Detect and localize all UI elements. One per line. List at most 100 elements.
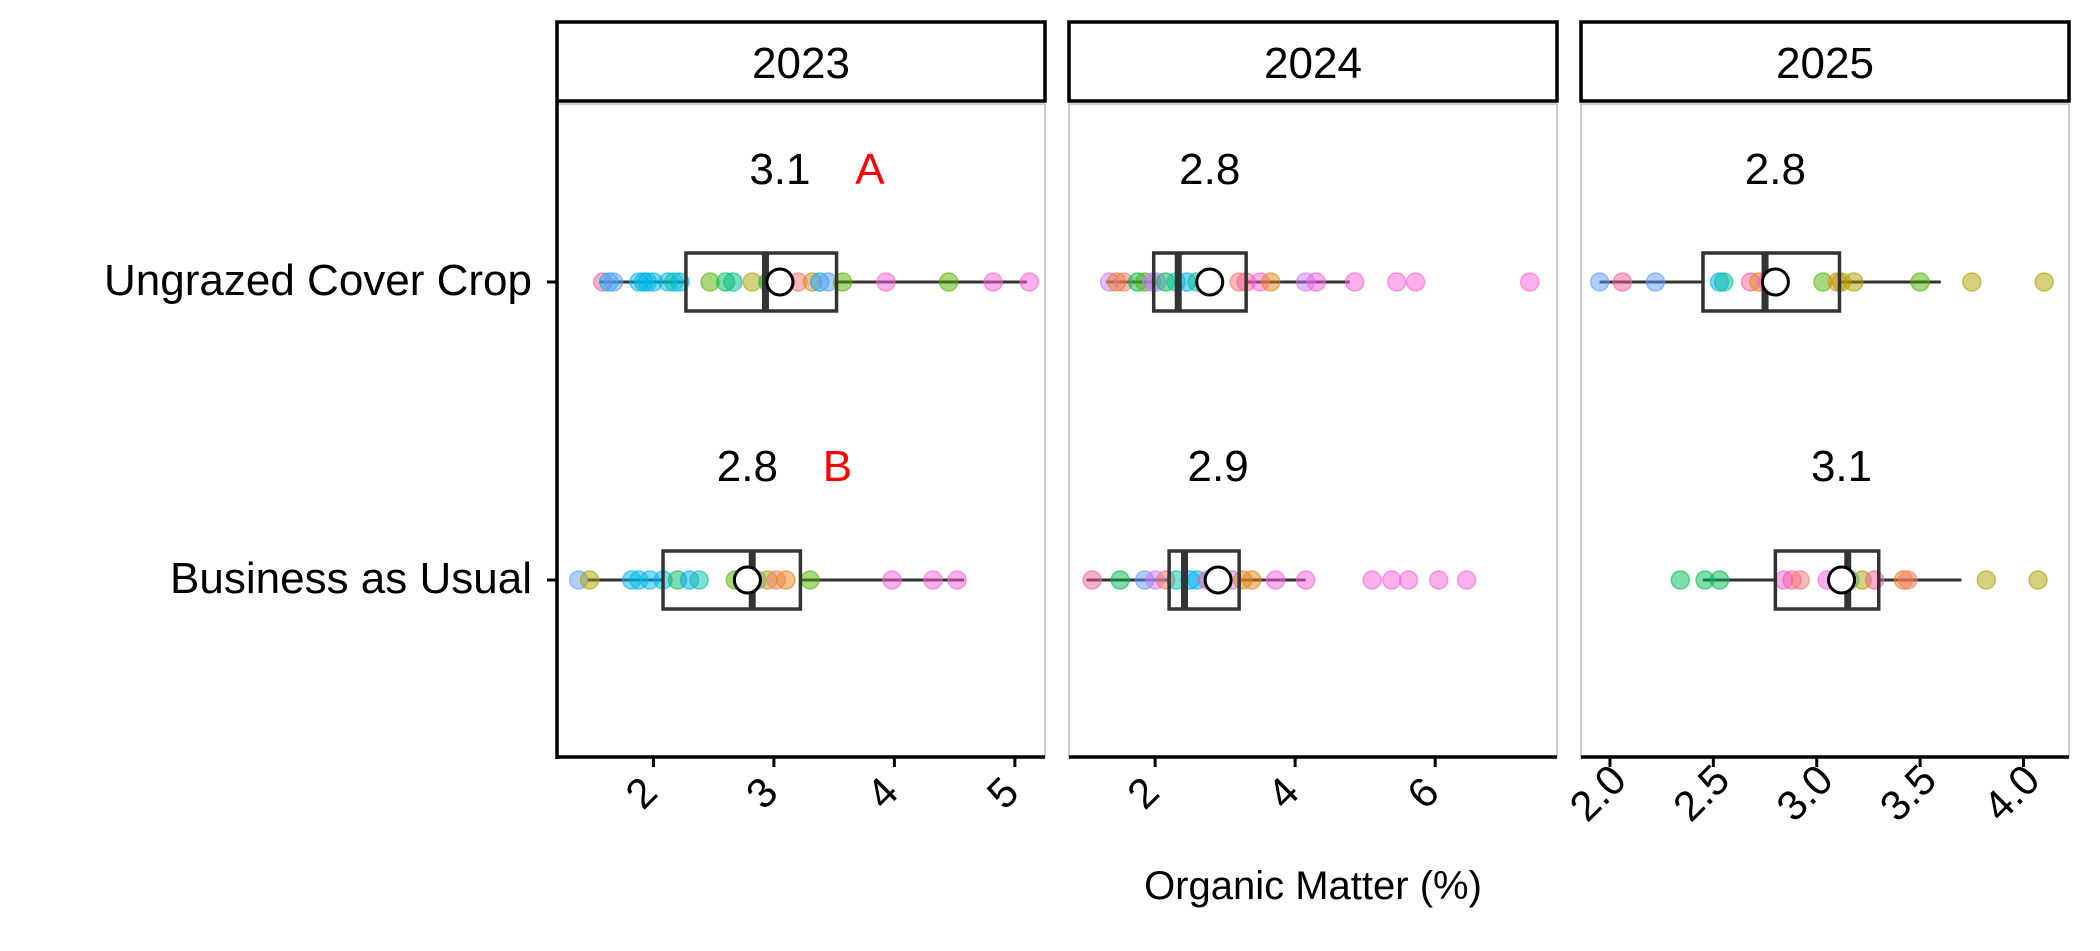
data-point [689, 570, 709, 590]
mean-label: 2.9 [1188, 442, 1249, 491]
mean-marker [1827, 565, 1857, 595]
facet-panels: 2023 2 3 4 5 3.1 A 2.8 B 2024 2 4 6 2.8 2.9 2025 2.0 2.5 3… [547, 20, 2071, 830]
data-point [2034, 272, 2054, 292]
data-point [1265, 570, 1286, 590]
data-point [882, 570, 902, 590]
x-tick-label: 4 [1258, 768, 1308, 818]
mean-label: 3.1 [1811, 442, 1872, 491]
data-point [603, 272, 624, 292]
data-point [1405, 272, 1426, 292]
data-point [938, 272, 959, 292]
group-ungrazed-cover-crop: 2.8 [1589, 145, 2054, 313]
data-point [1295, 570, 1316, 590]
x-tick-label: 2.0 [1560, 755, 1635, 830]
box [1167, 549, 1241, 611]
data-point [983, 272, 1003, 292]
data-point [776, 570, 796, 590]
data-point [1456, 570, 1477, 590]
facet-strip-label: 2024 [1264, 39, 1362, 88]
data-point [1306, 272, 1326, 292]
data-point [1612, 272, 1633, 292]
data-point [1344, 272, 1365, 292]
box [661, 549, 803, 611]
box [1701, 251, 1842, 313]
x-tick-label: 6 [1398, 768, 1448, 818]
x-tick-label: 3.0 [1767, 755, 1842, 830]
data-point [1519, 272, 1540, 292]
data-point [1976, 570, 1997, 590]
box [684, 251, 839, 313]
data-point [1019, 272, 1040, 292]
data-point [1382, 570, 1402, 590]
data-point [1386, 272, 1407, 292]
panel-background [1580, 103, 2070, 758]
x-tick-label: 3 [737, 768, 787, 818]
mean-label: 3.1 [749, 145, 810, 194]
facet-strip-label: 2025 [1776, 39, 1874, 88]
data-point [1709, 570, 1730, 590]
data-point [923, 570, 943, 590]
x-tick-label: 2 [1118, 768, 1168, 818]
panel-2023: 2023 2 3 4 5 3.1 A 2.8 B [547, 20, 1047, 818]
facet-strip-label: 2023 [752, 39, 850, 88]
group-ungrazed-cover-crop: 3.1 A [593, 145, 1040, 313]
x-tick-label: 4 [857, 768, 907, 818]
x-tick-label: 5 [978, 768, 1028, 818]
data-point [2028, 570, 2048, 590]
data-point [579, 570, 600, 590]
data-point [1962, 272, 1982, 292]
data-point [1645, 272, 1666, 292]
mean-label: 2.8 [717, 442, 778, 491]
data-point [1790, 570, 1810, 590]
group-ungrazed-cover-crop: 2.8 [1099, 145, 1540, 313]
mean-label: 2.8 [1745, 145, 1806, 194]
data-point [1362, 570, 1382, 590]
data-point [1110, 570, 1130, 590]
y-axis-category-labels: Ungrazed Cover Crop Business as Usual [104, 256, 532, 603]
facet-strip [1067, 20, 1559, 103]
x-tick-label: 2.5 [1664, 755, 1739, 830]
mean-marker [1195, 267, 1225, 297]
mean-marker [765, 267, 795, 297]
facet-strip [1579, 20, 2071, 103]
data-point [947, 570, 967, 590]
category-label-ungrazed: Ungrazed Cover Crop [104, 256, 532, 305]
data-point [1844, 272, 1864, 292]
data-point [1897, 570, 1918, 590]
panel-2025: 2025 2.0 2.5 3.0 3.5 4.0 2.8 3.1 [1560, 20, 2071, 830]
mean-marker [1760, 267, 1790, 297]
box [1151, 251, 1248, 313]
data-point [800, 570, 820, 590]
panel-background [556, 103, 1046, 758]
group-business-as-usual: 3.1 [1670, 442, 2048, 611]
panel-background [1068, 103, 1558, 758]
mean-marker [732, 565, 762, 595]
box [1773, 549, 1881, 611]
data-point [1910, 272, 1930, 292]
facet-strip [555, 20, 1047, 103]
x-tick-label: 2 [616, 768, 666, 818]
mean-label: 2.8 [1179, 145, 1240, 194]
data-point [1082, 570, 1102, 590]
data-point [723, 272, 743, 292]
data-point [1398, 570, 1419, 590]
data-point [1670, 570, 1691, 590]
panel-2024: 2024 2 4 6 2.8 2.9 [1067, 20, 1559, 818]
group-business-as-usual: 2.8 B [568, 442, 967, 611]
x-axis-title: Organic Matter (%) [1144, 864, 1482, 908]
data-point [1260, 272, 1281, 292]
data-point [1864, 570, 1885, 590]
data-point [876, 272, 896, 292]
mean-marker [1203, 565, 1233, 595]
category-label-business-as-usual: Business as Usual [170, 554, 532, 603]
data-point [1241, 570, 1262, 590]
x-tick-label: 4.0 [1974, 755, 2049, 830]
significance-letter: A [855, 145, 885, 194]
x-tick-label: 3.5 [1871, 755, 1946, 830]
data-point [1589, 272, 1610, 292]
data-point [1428, 570, 1449, 590]
group-business-as-usual: 2.9 [1082, 442, 1477, 611]
data-point [1713, 272, 1734, 292]
significance-letter: B [823, 442, 852, 491]
